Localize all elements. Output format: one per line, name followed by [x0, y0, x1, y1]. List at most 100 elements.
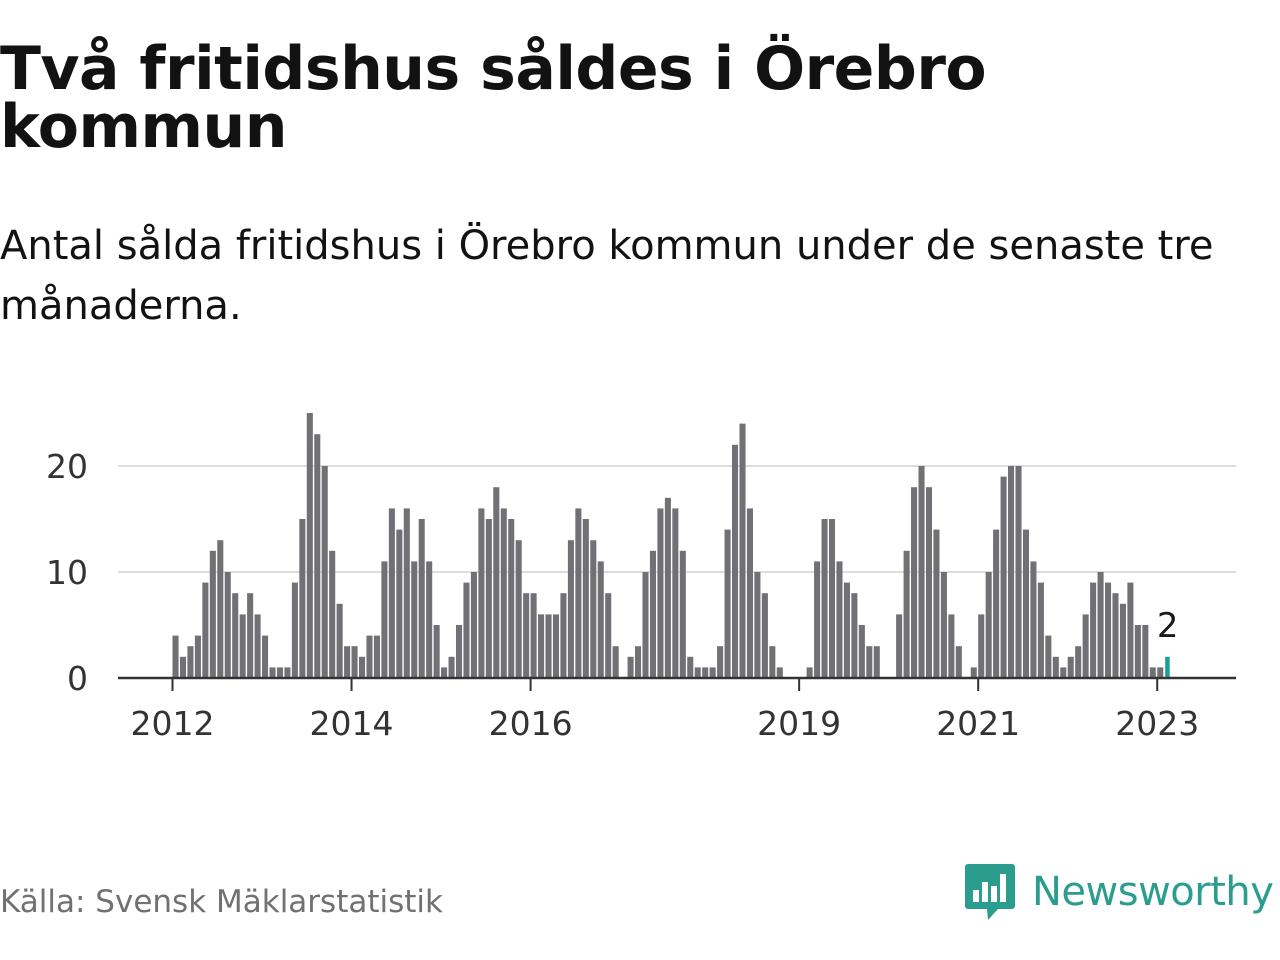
- bar-series: [172, 413, 1170, 678]
- bar-112: [1008, 466, 1015, 678]
- bar-54: [575, 508, 582, 678]
- bar-70: [694, 667, 701, 678]
- bar-64: [649, 550, 656, 678]
- bar-127: [1119, 603, 1126, 678]
- bar-55: [582, 519, 589, 678]
- bar-66: [664, 497, 671, 678]
- bar-99: [911, 487, 918, 678]
- bar-0: [172, 635, 179, 678]
- bar-34: [426, 561, 433, 678]
- bar-105: [955, 646, 962, 678]
- bar-128: [1127, 582, 1134, 678]
- bar-1: [179, 656, 187, 678]
- bar-46: [515, 540, 522, 678]
- source-note: Källa: Svensk Mäklarstatistik: [0, 884, 443, 920]
- bar-21: [329, 550, 336, 678]
- bar-56: [590, 540, 597, 678]
- bar-76: [739, 423, 746, 678]
- bar-22: [336, 603, 343, 678]
- bar-59: [612, 646, 619, 678]
- bar-69: [687, 656, 694, 678]
- bar-90: [843, 582, 850, 678]
- bar-133: [1165, 656, 1170, 678]
- bar-122: [1082, 614, 1089, 678]
- bar-98: [903, 550, 910, 678]
- bar-121: [1075, 646, 1082, 678]
- bar-77: [746, 508, 753, 678]
- bar-120: [1067, 656, 1074, 678]
- bar-111: [1000, 476, 1007, 678]
- bar-4: [202, 582, 209, 678]
- bar-125: [1105, 582, 1112, 678]
- bar-113: [1015, 466, 1022, 678]
- highlight-value-label: 2: [1157, 606, 1179, 646]
- newsworthy-chart-bubble-icon: [965, 864, 1015, 920]
- bar-36: [441, 667, 448, 678]
- bar-130: [1142, 625, 1149, 678]
- bar-107: [970, 667, 977, 678]
- bar-79: [761, 593, 768, 678]
- bar-71: [702, 667, 709, 678]
- x-tick-label-2021: 2021: [936, 704, 1020, 743]
- bar-41: [478, 508, 485, 678]
- bar-126: [1112, 593, 1119, 678]
- bar-103: [940, 572, 947, 678]
- bar-81: [776, 667, 783, 678]
- y-tick-label-0: 0: [67, 659, 88, 698]
- bar-27: [373, 635, 380, 678]
- bar-72: [709, 667, 716, 678]
- bar-6: [217, 540, 224, 678]
- bar-48: [530, 593, 537, 678]
- bar-129: [1134, 625, 1141, 678]
- bar-86: [814, 561, 821, 678]
- bar-50: [545, 614, 552, 678]
- bar-100: [918, 466, 925, 678]
- bar-93: [866, 646, 873, 678]
- bar-87: [821, 519, 828, 678]
- bar-35: [433, 625, 440, 678]
- bar-67: [672, 508, 679, 678]
- x-tick-label-2012: 2012: [131, 704, 215, 743]
- y-tick-label-20: 20: [46, 447, 88, 486]
- bar-101: [925, 487, 933, 678]
- bar-119: [1060, 667, 1067, 678]
- bar-38: [455, 625, 463, 678]
- tick-labels: 0 10 20 2 2012 2014 2016 2019 2021 2023: [46, 447, 1199, 743]
- bar-89: [836, 561, 843, 678]
- x-tick-label-2016: 2016: [489, 704, 573, 743]
- bar-132: [1157, 667, 1164, 678]
- bar-57: [597, 561, 604, 678]
- bar-73: [717, 646, 724, 678]
- bar-18: [306, 413, 313, 678]
- bar-51: [552, 614, 560, 678]
- bar-25: [359, 656, 366, 678]
- bar-30: [396, 529, 403, 678]
- bar-31: [403, 508, 410, 678]
- x-axis: [118, 676, 1236, 691]
- bar-117: [1045, 635, 1052, 678]
- x-tick-label-2019: 2019: [757, 704, 841, 743]
- bar-115: [1030, 561, 1037, 678]
- bar-43: [493, 487, 500, 678]
- brand-name: Newsworthy: [1032, 869, 1274, 915]
- chart-title: Två fritidshus såldes i Örebro kommun: [0, 34, 987, 162]
- bar-40: [470, 572, 477, 678]
- newsworthy-logo: Newsworthy: [964, 862, 1274, 922]
- bar-65: [657, 508, 664, 678]
- bar-108: [978, 614, 985, 678]
- bar-109: [985, 572, 992, 678]
- bar-97: [896, 614, 903, 678]
- bar-17: [299, 519, 306, 678]
- bar-94: [873, 646, 880, 678]
- bar-14: [276, 667, 283, 678]
- bar-104: [948, 614, 955, 678]
- x-tick-label-2023: 2023: [1115, 704, 1199, 743]
- bar-32: [411, 561, 418, 678]
- bar-5: [209, 550, 216, 678]
- bar-92: [858, 625, 865, 678]
- bar-44: [500, 508, 507, 678]
- bar-68: [679, 550, 686, 678]
- bar-20: [321, 466, 328, 678]
- bar-52: [560, 593, 567, 678]
- bar-85: [806, 667, 813, 678]
